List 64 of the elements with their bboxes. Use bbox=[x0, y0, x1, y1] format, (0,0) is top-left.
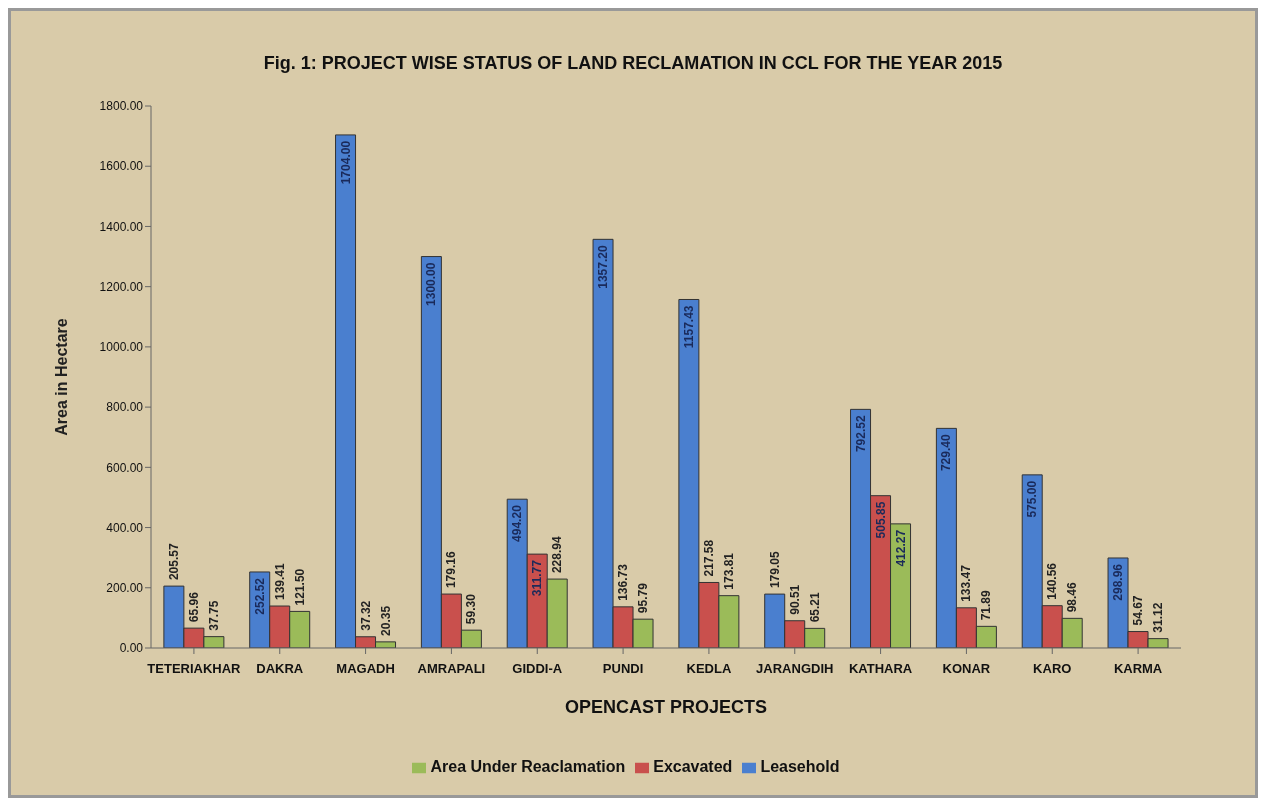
y-tick-label: 200.00 bbox=[106, 581, 144, 596]
data-label: 575.00 bbox=[1025, 480, 1040, 518]
data-label: 505.85 bbox=[873, 501, 888, 539]
data-label: 173.81 bbox=[721, 552, 736, 590]
data-label: 140.56 bbox=[1045, 562, 1060, 600]
data-label: 792.52 bbox=[853, 415, 868, 453]
x-tick-label: KARO bbox=[1033, 661, 1072, 677]
data-label: 65.21 bbox=[807, 592, 822, 623]
data-label: 71.89 bbox=[979, 590, 994, 621]
y-tick-label: 600.00 bbox=[106, 460, 144, 475]
y-tick-label: 1800.00 bbox=[99, 99, 144, 114]
data-label: 65.96 bbox=[186, 591, 201, 623]
data-label: 205.57 bbox=[166, 543, 181, 581]
data-label: 31.12 bbox=[1151, 602, 1166, 633]
data-label: 20.35 bbox=[378, 605, 393, 636]
data-label: 133.47 bbox=[959, 564, 974, 602]
data-label: 412.27 bbox=[893, 529, 908, 567]
data-label: 228.94 bbox=[550, 536, 565, 574]
data-label: 1157.43 bbox=[681, 305, 696, 349]
legend-label: Excavated bbox=[653, 758, 733, 775]
data-label: 1357.20 bbox=[596, 245, 611, 289]
y-tick-label: 800.00 bbox=[106, 400, 144, 415]
data-label: 1704.00 bbox=[338, 140, 353, 185]
data-label: 1300.00 bbox=[424, 262, 439, 306]
x-tick-label: PUNDI bbox=[602, 661, 644, 677]
x-tick-label: GIDDI-A bbox=[512, 661, 563, 677]
y-axis-title: Area in Hectare bbox=[52, 318, 70, 436]
data-label: 121.50 bbox=[292, 568, 307, 606]
y-tick-label: 1000.00 bbox=[99, 340, 144, 355]
data-label: 311.77 bbox=[530, 559, 545, 597]
x-tick-label: DAKRA bbox=[256, 661, 304, 677]
y-tick-label: 0.00 bbox=[119, 641, 144, 656]
legend-label: Leasehold bbox=[760, 758, 840, 775]
data-label: 298.96 bbox=[1111, 563, 1126, 601]
x-axis-title: OPENCAST PROJECTS bbox=[564, 697, 768, 717]
y-tick-label: 400.00 bbox=[106, 520, 144, 535]
data-label: 54.67 bbox=[1131, 595, 1146, 626]
x-tick-label: JARANGDIH bbox=[756, 661, 834, 677]
data-label: 139.41 bbox=[272, 562, 287, 601]
x-tick-label: KEDLA bbox=[686, 661, 732, 677]
data-label: 37.32 bbox=[358, 600, 373, 631]
data-label: 37.75 bbox=[206, 600, 221, 631]
data-label: 136.73 bbox=[616, 563, 631, 601]
data-label: 217.58 bbox=[701, 539, 716, 577]
y-tick-label: 1600.00 bbox=[99, 159, 144, 174]
data-label: 90.51 bbox=[787, 584, 802, 615]
data-label: 95.79 bbox=[636, 582, 651, 614]
x-tick-label: AMRAPALI bbox=[417, 661, 486, 677]
data-label: 98.46 bbox=[1065, 582, 1080, 613]
x-tick-label: MAGADH bbox=[336, 661, 395, 677]
chart-title: Fig. 1: PROJECT WISE STATUS OF LAND RECLAMATION IN CCL FOR THE YEAR 2015 bbox=[262, 53, 1004, 74]
data-label: 494.20 bbox=[510, 504, 525, 542]
x-tick-label: KARMA bbox=[1113, 661, 1163, 677]
data-label: 179.16 bbox=[444, 551, 459, 589]
x-tick-label: TETERIAKHAR bbox=[147, 661, 242, 677]
x-tick-label: KONAR bbox=[942, 661, 991, 677]
data-label: 59.30 bbox=[464, 593, 479, 625]
legend-label: Area Under Reaclamation bbox=[430, 758, 626, 775]
data-label: 252.52 bbox=[252, 577, 267, 615]
data-label: 179.05 bbox=[767, 551, 782, 589]
data-label: 729.40 bbox=[939, 434, 954, 472]
y-tick-label: 1400.00 bbox=[99, 219, 144, 234]
y-tick-label: 1200.00 bbox=[99, 279, 144, 294]
x-tick-label: KATHARA bbox=[848, 661, 913, 677]
